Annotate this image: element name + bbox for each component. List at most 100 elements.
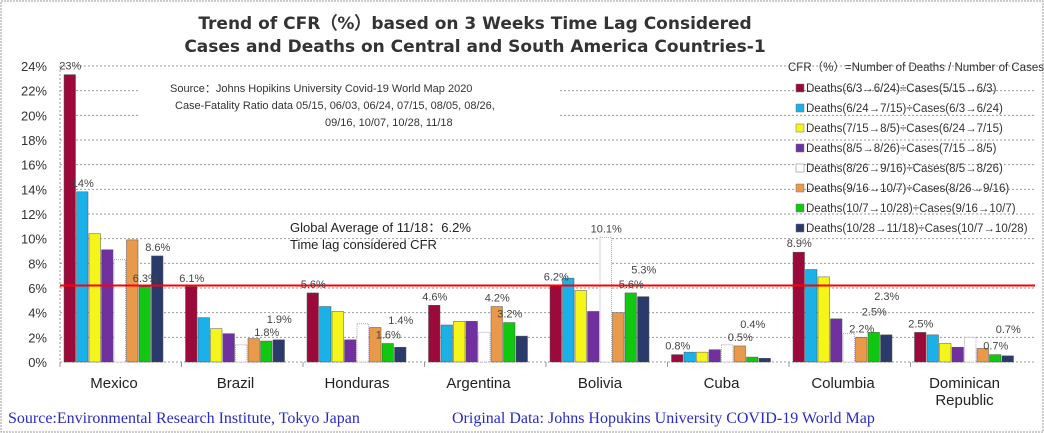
category-label: Argentina (446, 375, 511, 392)
data-label: 5.3% (631, 265, 656, 277)
bar (855, 337, 868, 363)
bar (951, 346, 964, 363)
bar (344, 339, 357, 363)
data-label: 14% (72, 178, 94, 190)
bar (63, 74, 76, 363)
legend-label: Deaths(6/24→7/15)÷Cases(6/3→6/24) (806, 103, 1003, 115)
data-label: 0.8% (665, 341, 690, 353)
bar (683, 351, 696, 363)
category-label: Brazil (217, 375, 255, 392)
bar (247, 338, 260, 363)
data-label: 2.5% (908, 318, 933, 330)
bar (758, 358, 771, 363)
y-tick-label: 10% (21, 232, 47, 247)
bar (185, 286, 198, 363)
bar (478, 331, 491, 363)
bar (331, 311, 344, 363)
bar (88, 233, 101, 363)
category-label: Bolivia (578, 375, 623, 392)
bar (637, 296, 650, 363)
category-label: Cuba (704, 375, 741, 392)
bar (356, 323, 369, 363)
legend-label: Deaths(8/5→8/26)÷Cases(7/15→8/5) (806, 143, 997, 155)
source-note-box (140, 77, 560, 137)
bar (369, 327, 382, 363)
legend-label: Deaths(6/3→6/24)÷Cases(5/15→6/3) (806, 83, 997, 95)
source-note-line1: Source：Johns Hopikins University Covid-1… (170, 83, 472, 95)
bar (746, 356, 759, 363)
data-label: 0.7% (996, 324, 1021, 336)
category-label: Republic (935, 392, 994, 409)
bar (490, 306, 503, 363)
y-tick-label: 24% (21, 59, 47, 74)
bar (624, 292, 637, 363)
data-label: 5.6% (301, 279, 326, 291)
data-label: 0.4% (740, 319, 765, 331)
footer-source-right: Original Data: Johns Hopukins University… (452, 410, 875, 427)
bar (428, 305, 441, 363)
data-label: 3.2% (497, 309, 522, 321)
source-note-line3: 09/16, 10/07, 10/28, 11/18 (325, 117, 453, 129)
bar (867, 332, 880, 363)
bar (515, 335, 528, 363)
data-label: 1.6% (376, 330, 401, 342)
bar (210, 328, 223, 363)
bar (222, 333, 235, 363)
bar (101, 249, 114, 363)
bar (880, 334, 893, 363)
y-tick-label: 8% (28, 256, 47, 271)
bar (914, 332, 927, 363)
data-label: 5.6% (619, 279, 644, 291)
bar (113, 259, 126, 363)
data-label: 1.8% (254, 327, 279, 339)
legend-swatch (795, 143, 805, 153)
legend-header: CFR（%）=Number of Deaths / Number of Case… (788, 61, 1044, 74)
bar (939, 343, 952, 363)
legend-label: Deaths(10/28→11/18)÷Cases(10/7→10/28) (806, 223, 1028, 235)
chart-title-line1: Trend of CFR（%）based on 3 Weeks Time Lag… (198, 13, 751, 34)
y-tick-label: 2% (28, 330, 47, 345)
legend-swatch (795, 223, 805, 233)
legend-swatch (795, 163, 805, 173)
data-label: 4.6% (422, 291, 447, 303)
data-label: 0.7% (983, 341, 1008, 353)
legend-swatch (795, 183, 805, 193)
bar (138, 286, 151, 363)
data-label: 6.2% (544, 272, 569, 284)
category-label: Mexico (90, 375, 138, 392)
data-label: 10.1% (591, 223, 622, 235)
bar (453, 321, 466, 363)
y-tick-label: 16% (21, 158, 47, 173)
bar (272, 339, 285, 363)
bar (381, 343, 394, 363)
bar (394, 346, 407, 363)
bar (151, 255, 164, 363)
bar (599, 236, 612, 363)
bar (465, 321, 478, 363)
bar (197, 317, 210, 363)
bar (817, 276, 830, 363)
data-label: 1.9% (267, 314, 292, 326)
bar (549, 285, 562, 363)
bar (440, 324, 453, 363)
y-tick-label: 6% (28, 281, 47, 296)
bar (830, 318, 843, 363)
data-label: 2.5% (862, 306, 887, 318)
bar (708, 349, 721, 363)
data-label: 8.6% (145, 242, 170, 254)
category-label: Columbia (811, 375, 875, 392)
bar (235, 344, 248, 363)
bar (721, 344, 734, 363)
legend-label: Deaths(10/7→10/28)÷Cases(9/16→10/7) (806, 203, 1016, 215)
legend-swatch (795, 103, 805, 113)
legend-swatch (795, 123, 805, 133)
footer-source-left: Source:Environmental Research Institute,… (8, 410, 360, 427)
y-tick-label: 14% (21, 182, 47, 197)
data-label: 6.1% (179, 273, 204, 285)
data-label: 6.3% (133, 273, 158, 285)
legend-label: Deaths(9/16→10/7)÷Cases(8/26→9/16) (806, 183, 1009, 195)
category-label: Honduras (324, 375, 389, 392)
bar (976, 348, 989, 363)
legend-label: Deaths(7/15→8/5)÷Cases(6/24→7/15) (806, 123, 1003, 135)
